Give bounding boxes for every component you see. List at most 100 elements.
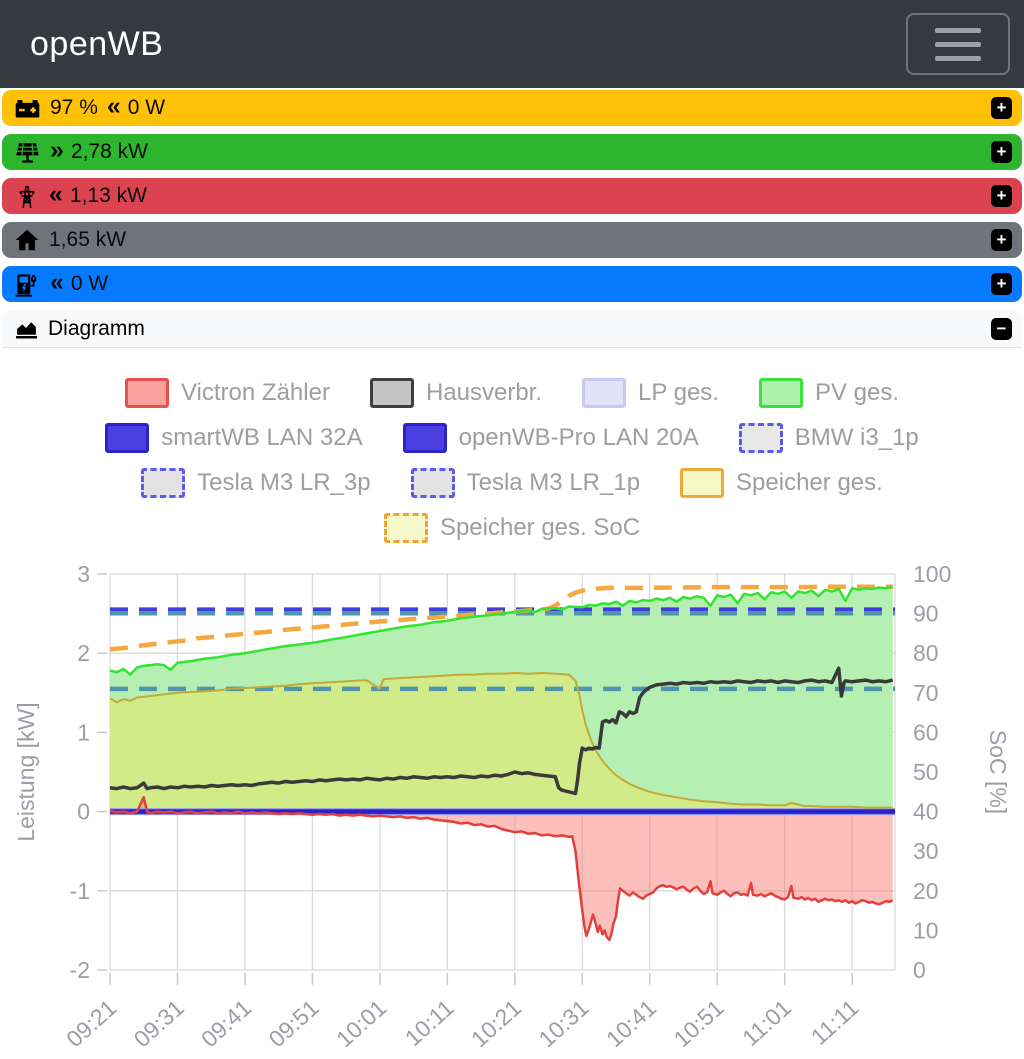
- legend-item-tesla-m3-lr-3p[interactable]: Tesla M3 LR_3p: [141, 468, 371, 498]
- svg-text:-1: -1: [70, 878, 90, 904]
- diagram-title: Diagramm: [48, 316, 145, 340]
- legend-item-speicher-ges-[interactable]: Speicher ges.: [680, 468, 883, 498]
- svg-text:-2: -2: [70, 957, 90, 983]
- flow-arrow-left: «: [106, 92, 121, 120]
- legend-item-openwb-pro-lan-20a[interactable]: openWB-Pro LAN 20A: [402, 423, 699, 453]
- expand-button[interactable]: +: [991, 185, 1012, 207]
- legend-swatch: [383, 513, 428, 543]
- diagram-header-bar[interactable]: Diagramm −: [2, 310, 1022, 348]
- expand-button[interactable]: +: [991, 97, 1012, 119]
- legend-label: Tesla M3 LR_1p: [466, 469, 641, 496]
- svg-text:30: 30: [913, 838, 939, 864]
- legend-label: Speicher ges. SoC: [439, 514, 641, 541]
- house-power: 1,65 kW: [49, 228, 127, 251]
- status-bar-grid[interactable]: « 1,13 kW +: [2, 178, 1022, 214]
- battery-soc: 97 %: [50, 96, 98, 119]
- pv-power: 2,78 kW: [70, 140, 148, 163]
- svg-text:100: 100: [913, 561, 951, 587]
- svg-text:2: 2: [77, 640, 90, 666]
- svg-text:SoC [%]: SoC [%]: [985, 730, 1011, 814]
- legend-item-pv-ges-[interactable]: PV ges.: [758, 378, 900, 408]
- power-pylon-icon: [19, 185, 35, 208]
- legend-item-hausverbr-[interactable]: Hausverbr.: [369, 378, 543, 408]
- flow-arrow-left: «: [50, 268, 64, 296]
- legend-swatch: [141, 468, 186, 498]
- svg-text:09:31: 09:31: [129, 994, 189, 1052]
- legend-item-speicher-ges-soc[interactable]: Speicher ges. SoC: [383, 513, 641, 543]
- svg-text:10:31: 10:31: [533, 994, 593, 1052]
- svg-text:09:21: 09:21: [61, 994, 121, 1052]
- svg-text:1: 1: [77, 719, 90, 745]
- legend-swatch: [410, 468, 455, 498]
- charging-station-icon: [15, 273, 37, 297]
- house-icon: [15, 229, 39, 251]
- battery-power: 0 W: [127, 96, 166, 119]
- legend-item-tesla-m3-lr-1p[interactable]: Tesla M3 LR_1p: [410, 468, 641, 498]
- legend-swatch: [680, 468, 725, 498]
- app-title: openWB: [30, 24, 164, 63]
- legend-label: smartWB LAN 32A: [161, 424, 363, 451]
- svg-text:60: 60: [913, 719, 939, 745]
- legend-item-smartwb-lan-32a[interactable]: smartWB LAN 32A: [105, 423, 363, 453]
- svg-text:10: 10: [913, 917, 939, 943]
- collapse-button[interactable]: −: [991, 317, 1012, 340]
- svg-text:0: 0: [913, 957, 926, 983]
- legend-swatch: [105, 423, 150, 453]
- legend-swatch: [738, 423, 783, 453]
- grid-power: 1,13 kW: [69, 184, 147, 207]
- status-bar-pv[interactable]: » 2,78 kW +: [2, 134, 1022, 170]
- area-chart-icon: [16, 322, 37, 339]
- svg-text:90: 90: [913, 601, 939, 627]
- svg-text:20: 20: [913, 878, 939, 904]
- flow-arrow-right: »: [50, 136, 64, 164]
- expand-button[interactable]: +: [991, 273, 1012, 295]
- legend-item-victron-z-hler[interactable]: Victron Zähler: [124, 378, 330, 408]
- legend-swatch: [402, 423, 447, 453]
- svg-text:10:21: 10:21: [466, 994, 526, 1052]
- expand-button[interactable]: +: [991, 141, 1012, 163]
- legend-label: PV ges.: [814, 379, 900, 406]
- solar-panel-icon: [16, 142, 39, 163]
- app-header: openWB: [0, 0, 1024, 88]
- svg-text:10:11: 10:11: [400, 994, 459, 1051]
- legend-swatch: [369, 378, 414, 408]
- legend-swatch: [582, 378, 627, 408]
- svg-text:50: 50: [913, 759, 939, 785]
- legend-label: LP ges.: [638, 379, 719, 406]
- svg-text:80: 80: [913, 640, 939, 666]
- expand-button[interactable]: +: [991, 229, 1012, 251]
- svg-text:Leistung [kW]: Leistung [kW]: [13, 702, 39, 841]
- svg-text:70: 70: [913, 680, 939, 706]
- chart-legend: Victron Zähler Hausverbr. LP ges. PV ges. sm…: [0, 378, 1024, 543]
- svg-text:10:41: 10:41: [601, 994, 661, 1052]
- chargepoint-power: 0 W: [70, 272, 109, 295]
- status-bar-chargepoint[interactable]: « 0 W +: [2, 266, 1022, 302]
- status-bar-battery[interactable]: 97 % « 0 W +: [2, 90, 1022, 126]
- legend-label: Victron Zähler: [180, 379, 330, 406]
- svg-text:11:11: 11:11: [806, 994, 864, 1050]
- legend-swatch: [758, 378, 803, 408]
- legend-label: BMW i3_1p: [794, 424, 919, 451]
- svg-text:0: 0: [77, 799, 90, 825]
- svg-text:09:41: 09:41: [196, 994, 256, 1052]
- svg-text:10:51: 10:51: [668, 994, 728, 1052]
- menu-button[interactable]: [906, 13, 1010, 75]
- legend-label: Tesla M3 LR_3p: [197, 469, 371, 496]
- status-bar-stack: 97 % « 0 W + » 2,78 kW + « 1,13 kW +: [0, 88, 1024, 348]
- legend-label: openWB-Pro LAN 20A: [458, 424, 699, 451]
- diagram-panel: Victron Zähler Hausverbr. LP ges. PV ges. sm…: [0, 348, 1024, 1059]
- svg-text:11:01: 11:01: [737, 994, 796, 1051]
- legend-item-lp-ges-[interactable]: LP ges.: [582, 378, 719, 408]
- svg-text:3: 3: [77, 561, 90, 587]
- status-bar-house[interactable]: 1,65 kW +: [2, 222, 1022, 258]
- legend-swatch: [124, 378, 169, 408]
- legend-label: Speicher ges.: [736, 469, 883, 496]
- flow-arrow-left: «: [49, 180, 63, 208]
- legend-item-bmw-i3-1p[interactable]: BMW i3_1p: [738, 423, 919, 453]
- svg-text:40: 40: [913, 799, 939, 825]
- legend-label: Hausverbr.: [425, 379, 543, 406]
- car-battery-icon: [15, 99, 40, 117]
- svg-text:09:51: 09:51: [264, 994, 324, 1052]
- svg-text:10:01: 10:01: [331, 994, 391, 1052]
